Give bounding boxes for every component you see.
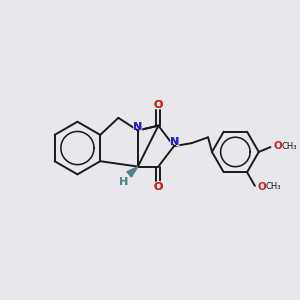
Text: O: O xyxy=(152,98,164,112)
Text: O: O xyxy=(258,182,266,192)
Text: CH₃: CH₃ xyxy=(281,142,297,151)
Text: N: N xyxy=(132,120,144,134)
Text: O: O xyxy=(152,180,164,194)
Text: H: H xyxy=(118,177,128,187)
Text: N: N xyxy=(170,137,180,147)
Text: O: O xyxy=(154,182,163,192)
Text: H: H xyxy=(118,177,128,187)
Text: N: N xyxy=(170,137,180,147)
Text: O: O xyxy=(154,100,163,110)
Text: N: N xyxy=(133,122,142,132)
Text: O: O xyxy=(154,182,163,192)
Polygon shape xyxy=(127,167,138,177)
Text: CH₃: CH₃ xyxy=(266,182,281,191)
Text: N: N xyxy=(133,122,142,132)
Text: O: O xyxy=(273,141,282,151)
Text: N: N xyxy=(169,135,181,149)
Text: O: O xyxy=(154,100,163,110)
